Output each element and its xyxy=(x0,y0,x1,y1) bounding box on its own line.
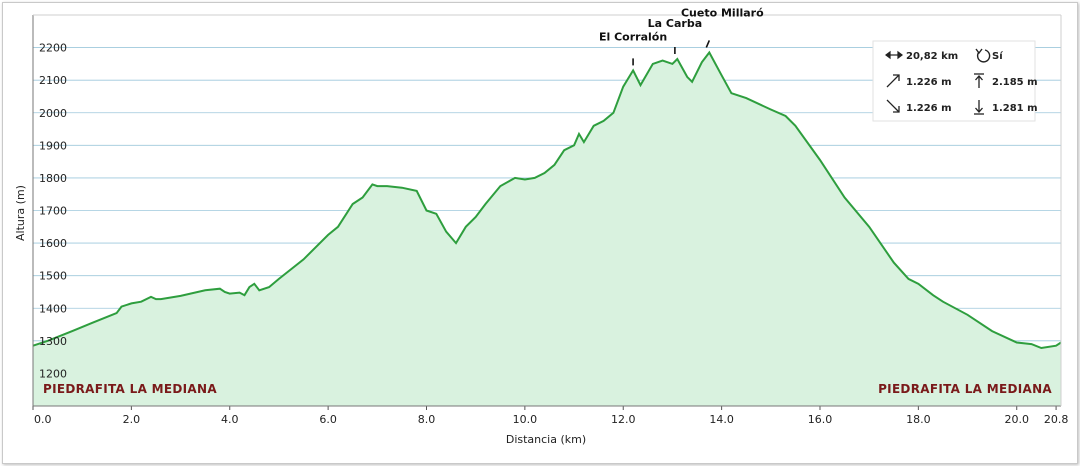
y-tick-labels: 1200 1300 1400 1500 1600 1700 1800 1900 2000 2100… xyxy=(39,42,67,381)
y-tick-label: 1800 xyxy=(39,172,67,185)
stat-descent: 1.226 m xyxy=(906,103,952,114)
x-tick-label: 16.0 xyxy=(808,413,833,426)
x-tick-label: 8.0 xyxy=(418,413,436,426)
x-tick-label: 6.0 xyxy=(319,413,337,426)
descent-icon xyxy=(886,99,900,113)
x-axis-label: Distancia (km) xyxy=(506,433,586,446)
x-tick-label: 10.0 xyxy=(513,413,538,426)
max-altitude-icon xyxy=(974,73,984,88)
stat-max-altitude: 2.185 m xyxy=(992,77,1038,88)
x-tick-label: 2.0 xyxy=(123,413,141,426)
y-tick-label: 2000 xyxy=(39,107,67,120)
x-tick-label: 18.0 xyxy=(906,413,931,426)
peak-label: La Carba xyxy=(648,17,702,30)
stat-circular: Sí xyxy=(992,50,1003,62)
y-tick-label: 1200 xyxy=(39,367,67,380)
y-tick-label: 1400 xyxy=(39,302,67,315)
y-tick-label: 2100 xyxy=(39,74,67,87)
axes xyxy=(32,14,1062,410)
y-tick-label: 2200 xyxy=(39,42,67,55)
peak-label: Cueto Millaró xyxy=(681,6,764,19)
distance-icon xyxy=(885,50,903,60)
y-tick-label: 1600 xyxy=(39,237,67,250)
y-tick-label: 1700 xyxy=(39,205,67,218)
y-tick-label: 1500 xyxy=(39,270,67,283)
peak-label: El Corralón xyxy=(599,30,667,43)
x-tick-label: 0.0 xyxy=(34,413,52,426)
circular-route-icon xyxy=(975,48,991,63)
stats-box: 20,82 km Sí 1.226 m 2.185 m 1.226 m xyxy=(872,40,1038,122)
ascent-icon xyxy=(886,74,900,88)
start-location-label: PIEDRAFITA LA MEDIANA xyxy=(43,382,217,396)
peak-marker xyxy=(705,40,711,48)
min-altitude-icon xyxy=(974,100,984,115)
x-tick-label: 4.0 xyxy=(221,413,239,426)
x-tick-labels: 0.0 2.0 4.0 6.0 8.0 10.0 12.0 14.0 16.0 18.0 20.0 2… xyxy=(34,413,1068,426)
x-tick-label: 14.0 xyxy=(709,413,734,426)
elevation-area-fill xyxy=(33,52,1061,406)
y-tick-label: 1900 xyxy=(39,139,67,152)
y-tick-label: 1300 xyxy=(39,335,67,348)
x-tick-label: 20.8 xyxy=(1044,413,1069,426)
stat-ascent: 1.226 m xyxy=(906,77,952,88)
x-tick-label: 20.0 xyxy=(1004,413,1029,426)
stat-distance: 20,82 km xyxy=(906,51,958,62)
end-location-label: PIEDRAFITA LA MEDIANA xyxy=(878,382,1052,396)
y-axis-label: Altura (m) xyxy=(14,185,27,241)
x-tick-label: 12.0 xyxy=(611,413,636,426)
elevation-series-line xyxy=(32,50,1062,350)
stat-min-altitude: 1.281 m xyxy=(992,103,1038,114)
